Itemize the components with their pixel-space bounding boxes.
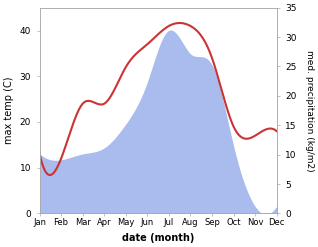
Y-axis label: max temp (C): max temp (C) bbox=[4, 77, 14, 144]
Y-axis label: med. precipitation (kg/m2): med. precipitation (kg/m2) bbox=[305, 50, 314, 171]
X-axis label: date (month): date (month) bbox=[122, 233, 194, 243]
